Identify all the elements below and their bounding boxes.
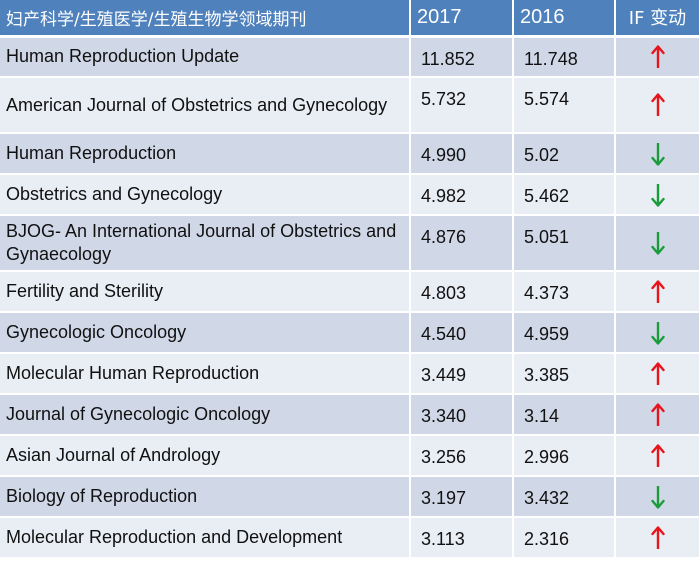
if-change-cell [615, 215, 700, 272]
if-2016-value: 2.316 [513, 517, 616, 559]
if-2016-value: 5.574 [513, 77, 616, 134]
if-2017-value: 3.197 [410, 476, 514, 518]
if-2017-value: 4.803 [410, 271, 514, 313]
journal-name: Molecular Human Reproduction [0, 353, 411, 395]
arrow-down-icon [650, 320, 665, 346]
if-2016-value: 5.462 [513, 174, 616, 216]
journal-name: Journal of Gynecologic Oncology [0, 394, 411, 436]
journal-name: Human Reproduction [0, 133, 411, 175]
if-2017-value: 3.340 [410, 394, 514, 436]
arrow-up-icon [650, 443, 665, 469]
if-2017-value: 4.876 [410, 215, 514, 272]
header-year-2017: 2017 [410, 0, 514, 38]
table-row: BJOG- An International Journal of Obstet… [0, 215, 700, 272]
journal-name: Biology of Reproduction [0, 476, 411, 518]
table-body: Human Reproduction Update 11.852 11.748 Ame… [0, 36, 700, 559]
journal-name: American Journal of Obstetrics and Gynec… [0, 77, 411, 134]
if-2016-value: 3.14 [513, 394, 616, 436]
table-row: Asian Journal of Andrology 3.256 2.996 [0, 435, 700, 477]
if-2016-value: 5.02 [513, 133, 616, 175]
if-2016-value: 3.385 [513, 353, 616, 395]
if-2017-value: 3.256 [410, 435, 514, 477]
if-2016-value: 2.996 [513, 435, 616, 477]
arrow-up-icon [650, 525, 665, 551]
table-row: Fertility and Sterility 4.803 4.373 [0, 271, 700, 313]
table-row: Gynecologic Oncology 4.540 4.959 [0, 312, 700, 354]
journal-name: Gynecologic Oncology [0, 312, 411, 354]
if-2017-value: 11.852 [410, 36, 514, 78]
arrow-up-icon [650, 361, 665, 387]
arrow-up-icon [650, 279, 665, 305]
if-change-cell [615, 271, 700, 313]
if-change-cell [615, 36, 700, 78]
if-change-cell [615, 517, 700, 559]
arrow-down-icon [650, 182, 665, 208]
if-change-cell [615, 312, 700, 354]
arrow-down-icon [650, 230, 665, 256]
if-change-cell [615, 394, 700, 436]
table-row: Journal of Gynecologic Oncology 3.340 3.14 [0, 394, 700, 436]
arrow-down-icon [650, 484, 665, 510]
if-2016-value: 11.748 [513, 36, 616, 78]
if-change-cell [615, 476, 700, 518]
table-row: Biology of Reproduction 3.197 3.432 [0, 476, 700, 518]
header-journal-field: 妇产科学/生殖医学/生殖生物学领域期刊 [0, 0, 411, 38]
if-change-cell [615, 174, 700, 216]
if-2017-value: 4.990 [410, 133, 514, 175]
table-row: Obstetrics and Gynecology 4.982 5.462 [0, 174, 700, 216]
if-2017-value: 5.732 [410, 77, 514, 134]
journal-name: Human Reproduction Update [0, 36, 411, 78]
table-row: Human Reproduction 4.990 5.02 [0, 133, 700, 175]
table-row: American Journal of Obstetrics and Gynec… [0, 77, 700, 134]
journal-name: Molecular Reproduction and Development [0, 517, 411, 559]
if-2017-value: 4.540 [410, 312, 514, 354]
arrow-up-icon [650, 402, 665, 428]
journal-name: Fertility and Sterility [0, 271, 411, 313]
if-2017-value: 3.113 [410, 517, 514, 559]
arrow-down-icon [650, 141, 665, 167]
if-2017-value: 4.982 [410, 174, 514, 216]
table-row: Molecular Human Reproduction 3.449 3.385 [0, 353, 700, 395]
arrow-up-icon [650, 44, 665, 70]
arrow-up-icon [650, 92, 665, 118]
if-change-cell [615, 435, 700, 477]
table-row: Molecular Reproduction and Development 3.… [0, 517, 700, 559]
journal-name: BJOG- An International Journal of Obstet… [0, 215, 411, 272]
if-2016-value: 3.432 [513, 476, 616, 518]
journal-name: Asian Journal of Andrology [0, 435, 411, 477]
if-change-cell [615, 353, 700, 395]
if-change-cell [615, 77, 700, 134]
if-change-cell [615, 133, 700, 175]
if-2016-value: 4.959 [513, 312, 616, 354]
table-header-row: 妇产科学/生殖医学/生殖生物学领域期刊 2017 2016 IF 变动 [0, 0, 700, 38]
if-2016-value: 5.051 [513, 215, 616, 272]
journal-name: Obstetrics and Gynecology [0, 174, 411, 216]
if-2017-value: 3.449 [410, 353, 514, 395]
header-if-change: IF 变动 [615, 0, 700, 38]
header-year-2016: 2016 [513, 0, 616, 38]
if-2016-value: 4.373 [513, 271, 616, 313]
table-row: Human Reproduction Update 11.852 11.748 [0, 36, 700, 78]
